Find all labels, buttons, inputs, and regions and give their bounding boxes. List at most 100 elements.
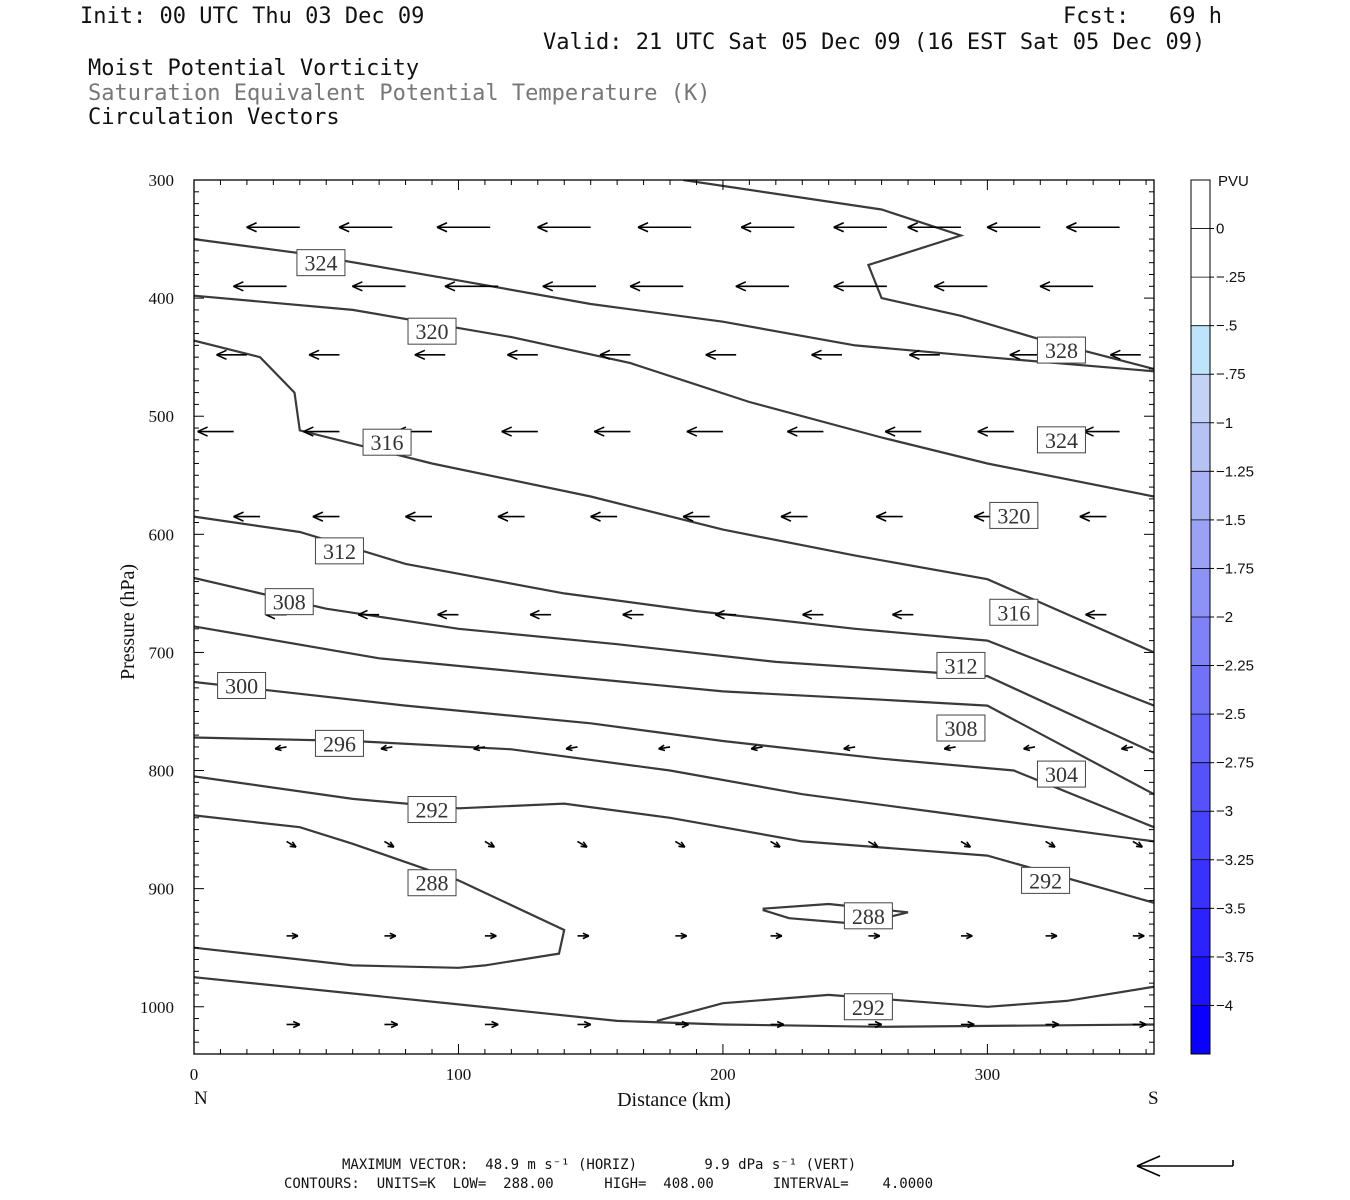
vector-arrowhead [291, 841, 297, 848]
vector-arrowhead [786, 426, 798, 433]
vector-arrowhead [387, 845, 395, 848]
vector-arrowhead [312, 515, 324, 522]
vector-arrowhead [735, 281, 747, 288]
vector-arrowhead [680, 932, 688, 937]
y-tick-label: 500 [149, 407, 175, 426]
vector-arrowhead [389, 935, 397, 940]
contour-label-box [296, 249, 346, 277]
plot-area [194, 180, 1154, 1029]
vector-arrowhead [775, 932, 783, 937]
vector-arrowhead [312, 511, 324, 518]
vector-arrowhead [1137, 932, 1145, 937]
contour-label-box [1021, 866, 1071, 894]
vector-arrowhead [590, 515, 601, 522]
vector-arrowhead [884, 426, 896, 433]
vector-arrowhead [473, 744, 480, 750]
y-tick-label: 700 [149, 643, 175, 662]
vector-arrowhead [246, 222, 257, 228]
pv-shading [630, 280, 935, 372]
vector-arrowhead [389, 841, 395, 848]
contour-label-box [1036, 426, 1086, 454]
vector-arrowhead [1079, 515, 1091, 522]
vector-arrowhead [308, 349, 320, 356]
vector-arrowhead [686, 426, 698, 433]
colorbar-level-label: −.25 [1216, 269, 1246, 286]
contour-label-box [407, 317, 457, 345]
vector-arrowhead [380, 744, 387, 750]
vector-arrowhead [1110, 354, 1121, 361]
contour-label-box [936, 714, 986, 742]
vector-arrowhead [487, 845, 495, 848]
max-vector-info: MAXIMUM VECTOR: 48.9 m s⁻¹ (HORIZ) 9.9 d… [342, 1157, 857, 1173]
reference-vector-head [1136, 1165, 1161, 1177]
vector-arrowhead [246, 226, 257, 233]
vector-arrowhead [497, 511, 509, 518]
vector-arrowhead [740, 222, 752, 228]
vector-arrowhead [565, 748, 573, 752]
colorbar-cell [1191, 1005, 1210, 1054]
colorbar-cell [1191, 665, 1210, 715]
contour-label-box [314, 729, 364, 757]
colorbar-cell [1191, 568, 1210, 617]
theta-contour [194, 339, 1154, 654]
vector-arrowhead [811, 349, 822, 356]
colorbar-level-label: −.75 [1216, 366, 1246, 383]
vector-arrowhead [1051, 1023, 1060, 1029]
contour-label-box [1036, 760, 1086, 788]
vector-arrowhead [884, 430, 896, 437]
colorbar-cell [1191, 325, 1210, 375]
vector-arrowhead [414, 354, 426, 361]
vector-arrowhead [308, 354, 320, 361]
vector-arrowhead [1050, 841, 1056, 848]
contour-label: 316 [371, 430, 404, 455]
contour-label: 288 [852, 904, 885, 929]
contour-label: 324 [1045, 428, 1078, 453]
vector-arrowhead [629, 285, 641, 292]
vector-arrowhead [1023, 744, 1030, 750]
vector-arrowhead [274, 744, 282, 750]
vector-arrowhead [501, 426, 513, 433]
vector-arrowhead [507, 354, 518, 361]
vector-arrowhead [907, 226, 919, 233]
forecast-hour: Fcst: 69 h [1063, 4, 1222, 29]
vector-arrowhead [875, 511, 887, 518]
vector-arrowhead [1137, 935, 1145, 940]
vector-arrowhead [629, 281, 641, 288]
vector-arrowhead [892, 609, 903, 616]
vector-arrowhead [786, 430, 798, 437]
colorbar-cell [1191, 277, 1210, 326]
vector-arrowhead [843, 748, 851, 752]
vector-arrowhead [907, 222, 919, 228]
contour-label: 316 [997, 600, 1030, 625]
colorbar-level-label: −.5 [1216, 318, 1237, 335]
contour-label: 292 [852, 995, 885, 1020]
vector-arrowhead [542, 281, 554, 288]
vector-arrowhead [874, 1020, 883, 1026]
title-vectors: Circulation Vectors [88, 105, 340, 130]
vector-arrowhead [590, 511, 601, 518]
vector-arrowhead [292, 1020, 301, 1026]
vector-arrowhead [390, 1023, 399, 1029]
contour-info: CONTOURS: UNITS=K LOW= 288.00 HIGH= 408.… [284, 1176, 934, 1192]
colorbar-cell [1191, 228, 1210, 278]
colorbar-cell [1191, 714, 1210, 763]
vector-arrowhead [963, 845, 971, 848]
contour-label-box [989, 501, 1039, 529]
vector-arrowhead [1138, 841, 1143, 848]
contour-label-box [936, 651, 986, 679]
vector-arrowhead [705, 349, 717, 356]
vector-arrowhead [390, 1020, 399, 1026]
vector-arrowhead [380, 748, 388, 752]
vector-arrowhead [1085, 613, 1096, 620]
vector-arrowhead [582, 932, 590, 937]
vector-arrowhead [811, 354, 822, 361]
contour-label-box [407, 869, 457, 897]
contour-label: 292 [1029, 868, 1062, 893]
vector-arrowhead [1135, 845, 1143, 848]
contour-label: 304 [1045, 762, 1078, 787]
vector-arrowhead [967, 1020, 975, 1026]
vector-arrowhead [291, 932, 299, 937]
x-axis-label: Distance (km) [617, 1089, 731, 1111]
vector-arrowhead [622, 613, 633, 620]
